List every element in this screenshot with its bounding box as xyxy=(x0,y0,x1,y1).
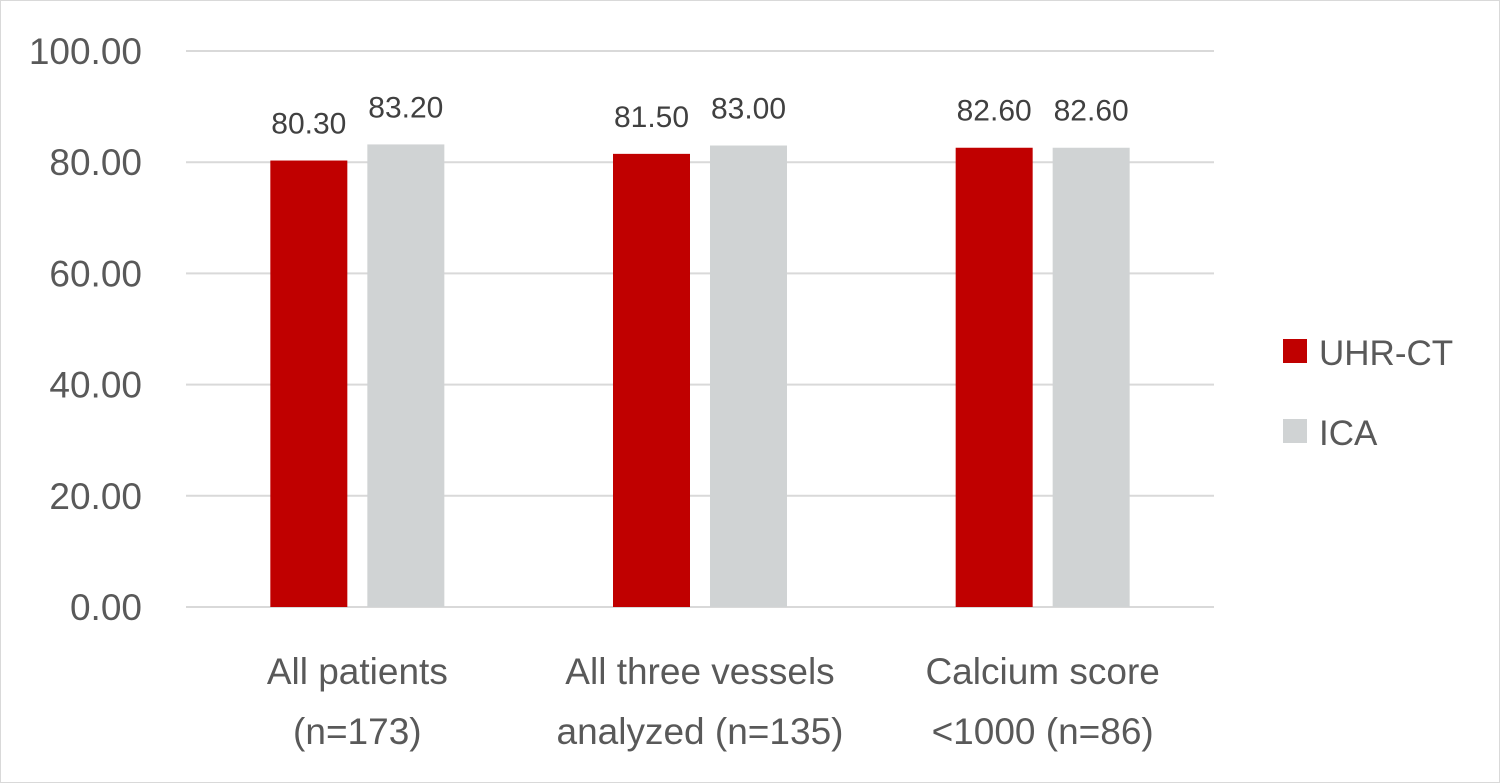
bars xyxy=(270,144,1130,608)
bar-ica xyxy=(710,145,787,607)
bar-ica xyxy=(367,144,445,607)
category-label: analyzed (n=135) xyxy=(557,711,844,752)
category-label: All patients xyxy=(267,651,448,692)
y-tick-label: 40.00 xyxy=(49,365,142,406)
data-labels: 80.30 83.20 81.50 83.00 82.60 82.60 xyxy=(271,91,1128,140)
data-label: 80.30 xyxy=(271,108,346,141)
bar-ica xyxy=(1052,147,1130,607)
y-tick-label: 100.00 xyxy=(29,31,142,72)
y-axis-tick-labels: 0.00 20.00 40.00 60.00 80.00 100.00 xyxy=(29,31,142,628)
data-label: 81.50 xyxy=(614,101,689,134)
y-tick-label: 0.00 xyxy=(70,587,142,628)
y-tick-label: 80.00 xyxy=(49,142,142,183)
x-axis-category-labels: All patients (n=173) All three vessels anal… xyxy=(267,651,1160,752)
legend: UHR-CT ICA xyxy=(1283,334,1453,453)
legend-swatch xyxy=(1283,339,1307,363)
bar-uhr-ct xyxy=(270,160,348,608)
category-label: (n=173) xyxy=(293,711,422,752)
data-label: 83.20 xyxy=(368,91,443,124)
data-label: 83.00 xyxy=(711,93,786,126)
y-tick-label: 20.00 xyxy=(49,476,142,517)
bar-uhr-ct xyxy=(613,153,690,608)
data-label: 82.60 xyxy=(1054,95,1129,128)
bar-uhr-ct xyxy=(955,147,1033,607)
category-label: All three vessels xyxy=(565,651,834,692)
y-tick-label: 60.00 xyxy=(49,253,142,294)
legend-label: ICA xyxy=(1319,414,1378,453)
category-label: <1000 (n=86) xyxy=(932,711,1154,752)
data-label: 82.60 xyxy=(957,95,1032,128)
category-label: Calcium score xyxy=(925,651,1159,692)
gridlines xyxy=(186,50,1214,608)
legend-label: UHR-CT xyxy=(1319,334,1453,373)
legend-swatch xyxy=(1283,419,1307,443)
